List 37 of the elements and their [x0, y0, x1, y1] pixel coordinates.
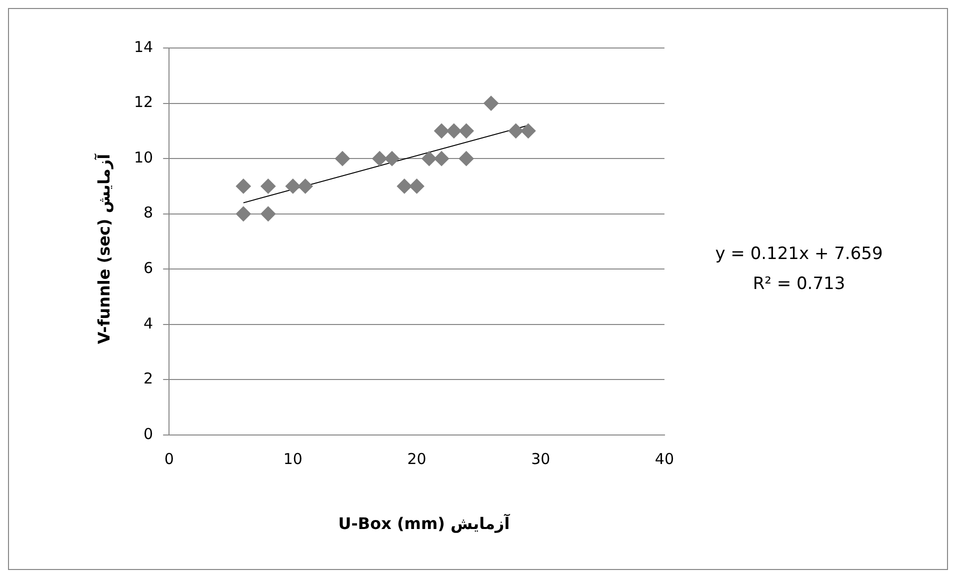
point — [260, 178, 276, 194]
point — [236, 206, 251, 222]
point — [422, 151, 437, 166]
text: R² = 0.713 — [752, 273, 846, 296]
point — [396, 178, 412, 194]
x-tick-label: 30 — [531, 450, 550, 468]
y-tick-label: 6 — [144, 259, 154, 278]
x-tick-label: 0 — [164, 450, 174, 468]
point — [285, 178, 300, 194]
y-tick-label: 12 — [134, 93, 154, 112]
x-tick-label: 40 — [654, 450, 674, 468]
point — [334, 151, 350, 166]
point — [236, 178, 251, 194]
point — [484, 96, 499, 111]
x-axis-title: آزمایش U-Box (mm) — [338, 514, 510, 533]
x-tick-label: 20 — [407, 450, 426, 468]
point — [384, 151, 400, 166]
y-tick-label: 8 — [144, 204, 154, 222]
point — [372, 151, 388, 166]
point — [458, 123, 474, 138]
y-tick-label: 10 — [134, 148, 154, 166]
point — [409, 178, 424, 194]
point — [434, 151, 450, 166]
point — [520, 123, 536, 138]
text: y = 0.121x + 7.659 — [714, 243, 884, 266]
point — [508, 123, 524, 138]
point — [260, 206, 276, 222]
y-tick-label: 4 — [144, 314, 154, 332]
y-tick-label: 0 — [144, 424, 154, 443]
point — [298, 178, 313, 194]
y-tick-label: 2 — [144, 370, 154, 388]
point — [446, 123, 462, 138]
y-tick-label: 14 — [134, 38, 154, 56]
point — [458, 151, 474, 166]
point — [434, 123, 450, 138]
x-tick-label: 10 — [283, 450, 302, 468]
y-axis-title: آزمایش V-funnle (sec) — [94, 154, 114, 344]
